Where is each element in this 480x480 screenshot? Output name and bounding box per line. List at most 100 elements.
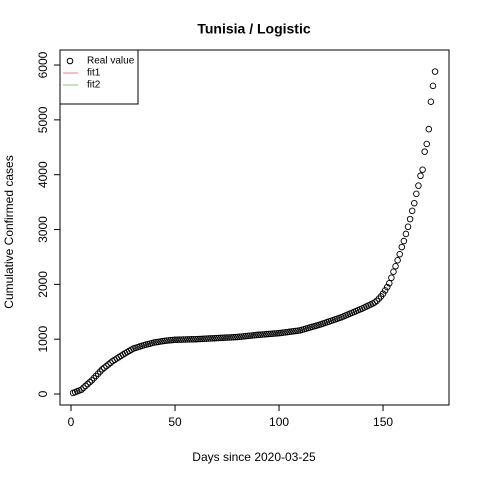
point bbox=[286, 328, 293, 336]
point bbox=[257, 331, 264, 338]
point bbox=[275, 329, 283, 337]
point bbox=[94, 370, 102, 377]
point bbox=[217, 334, 225, 342]
point bbox=[271, 330, 279, 337]
point bbox=[244, 332, 252, 340]
point bbox=[86, 378, 93, 386]
point bbox=[419, 166, 426, 174]
point bbox=[404, 223, 412, 231]
point bbox=[169, 336, 177, 344]
point bbox=[219, 334, 227, 342]
point bbox=[415, 182, 422, 189]
point bbox=[232, 333, 239, 341]
point bbox=[388, 274, 395, 282]
point bbox=[375, 295, 383, 302]
y-tick-label: 0 bbox=[36, 390, 50, 397]
point bbox=[175, 336, 183, 343]
x-tick-label: 100 bbox=[269, 415, 289, 429]
legend-label: fit1 bbox=[87, 68, 101, 79]
point bbox=[192, 335, 200, 343]
point bbox=[284, 328, 291, 336]
point bbox=[398, 243, 406, 251]
point bbox=[267, 330, 274, 338]
point bbox=[92, 372, 100, 380]
point bbox=[96, 368, 104, 375]
point bbox=[234, 333, 241, 341]
point bbox=[406, 215, 414, 223]
point bbox=[427, 98, 435, 106]
point bbox=[402, 230, 410, 238]
point bbox=[230, 333, 237, 341]
point bbox=[259, 331, 266, 338]
point bbox=[171, 336, 179, 343]
point bbox=[252, 331, 260, 339]
point bbox=[161, 337, 168, 345]
point bbox=[198, 335, 206, 343]
point bbox=[236, 333, 243, 341]
point bbox=[82, 382, 89, 390]
x-tick-label: 0 bbox=[68, 415, 75, 429]
y-axis-label: Cumulative Confirmed cases bbox=[2, 155, 16, 308]
point bbox=[207, 335, 214, 342]
point bbox=[107, 359, 114, 367]
point bbox=[200, 335, 208, 343]
point bbox=[215, 334, 222, 342]
point bbox=[163, 337, 170, 344]
point bbox=[209, 335, 216, 342]
point bbox=[396, 250, 403, 258]
y-tick-label: 5000 bbox=[36, 106, 50, 133]
point bbox=[417, 172, 424, 180]
point bbox=[167, 336, 175, 344]
point bbox=[213, 334, 220, 342]
y-tick-label: 3000 bbox=[36, 216, 50, 243]
point bbox=[371, 299, 378, 306]
point bbox=[383, 283, 391, 291]
legend-symbol bbox=[66, 57, 74, 65]
point bbox=[88, 377, 96, 384]
point bbox=[186, 336, 193, 343]
point bbox=[90, 374, 98, 382]
point bbox=[277, 329, 285, 337]
point bbox=[84, 380, 91, 388]
point bbox=[279, 329, 287, 336]
point bbox=[411, 199, 418, 207]
point bbox=[246, 332, 254, 339]
point bbox=[105, 361, 112, 368]
point bbox=[194, 335, 202, 343]
point bbox=[238, 333, 245, 340]
point bbox=[390, 268, 397, 276]
point bbox=[196, 335, 204, 343]
point bbox=[242, 332, 250, 340]
point bbox=[248, 332, 256, 339]
point bbox=[425, 125, 433, 133]
point bbox=[173, 336, 181, 343]
point bbox=[221, 334, 229, 341]
point bbox=[288, 328, 295, 335]
point bbox=[265, 330, 272, 338]
point bbox=[165, 337, 173, 344]
point bbox=[429, 82, 437, 90]
point bbox=[273, 330, 281, 337]
y-tick-label: 4000 bbox=[36, 161, 50, 188]
point bbox=[227, 334, 235, 341]
point bbox=[379, 290, 387, 297]
point bbox=[182, 336, 189, 343]
legend-box bbox=[59, 49, 139, 105]
point bbox=[282, 329, 289, 336]
point bbox=[78, 386, 85, 393]
legend-label: fit2 bbox=[87, 80, 101, 91]
point bbox=[98, 366, 106, 373]
point bbox=[180, 336, 187, 343]
point bbox=[292, 327, 299, 335]
point bbox=[290, 327, 297, 335]
point bbox=[386, 280, 393, 287]
point bbox=[202, 335, 210, 342]
point bbox=[205, 335, 212, 342]
point bbox=[263, 330, 270, 338]
point bbox=[190, 336, 198, 343]
point bbox=[431, 68, 439, 75]
point bbox=[178, 336, 185, 343]
plot-frame bbox=[59, 49, 450, 406]
legend-label: Real value bbox=[87, 56, 135, 67]
